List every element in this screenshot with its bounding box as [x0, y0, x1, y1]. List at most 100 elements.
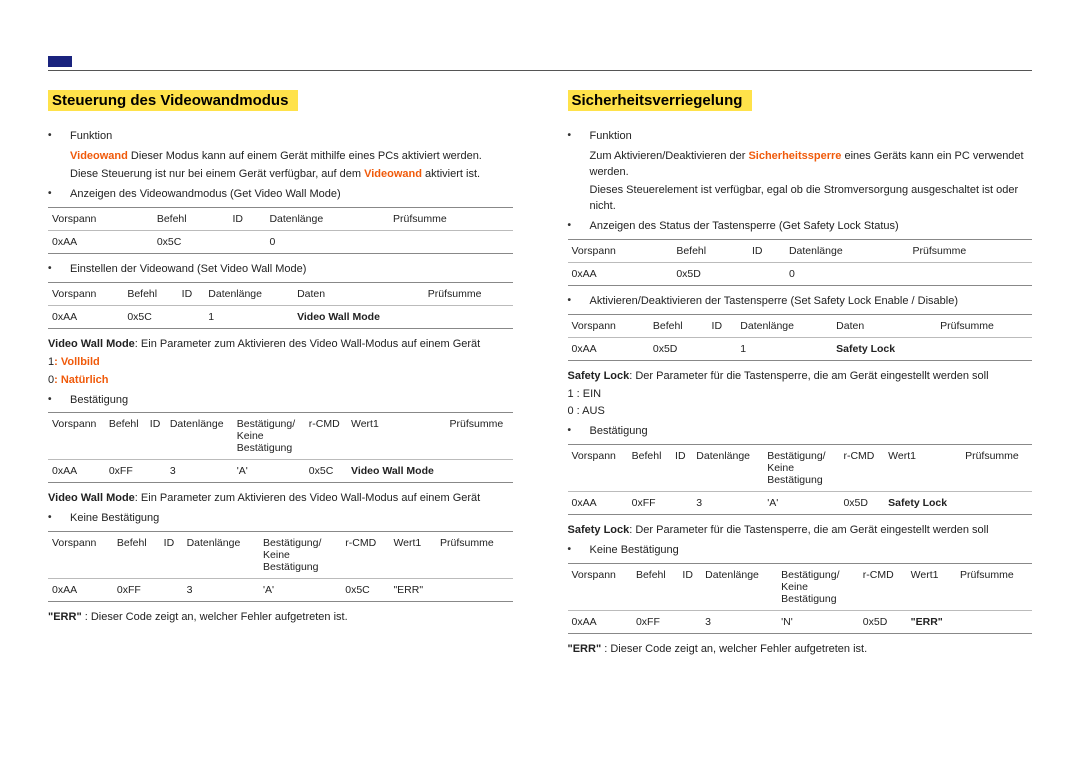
td: "ERR" [389, 579, 436, 602]
param: Safety Lock: Der Parameter für die Taste… [568, 369, 1033, 385]
o: : Vollbild [54, 356, 100, 368]
td [908, 262, 1032, 285]
td: 0x5C [123, 305, 177, 328]
th: Daten [293, 282, 424, 305]
td: 1 [204, 305, 293, 328]
td [678, 611, 701, 634]
func-text: Zum Aktivieren/Deaktivieren der Sicherhe… [590, 149, 1033, 181]
td: 'A' [259, 579, 341, 602]
th: Befehl [649, 314, 708, 337]
nak-label: Keine Bestätigung [590, 543, 1033, 559]
col-left: Steuerung des Videowandmodus • Funktion … [48, 90, 513, 660]
get-label: Anzeigen des Status der Tastensperre (Ge… [590, 219, 1033, 235]
td [178, 305, 205, 328]
th: Befehl [113, 532, 160, 579]
th: Datenlänge [265, 207, 389, 230]
th: Datenlänge [183, 532, 259, 579]
th: ID [160, 532, 183, 579]
td: 0xAA [568, 337, 649, 360]
table-r1: Vorspann Befehl ID Datenlänge Prüfsumme … [568, 239, 1033, 286]
td [748, 262, 785, 285]
b: Safety Lock [568, 524, 630, 536]
th: Daten [832, 314, 936, 337]
th: Bestätigung/ Keine Bestätigung [233, 413, 305, 460]
th: r-CMD [839, 445, 884, 492]
table-r2: Vorspann Befehl ID Datenlänge Daten Prüf… [568, 314, 1033, 361]
td [424, 305, 513, 328]
th: Befehl [123, 282, 177, 305]
err: "ERR" : Dieser Code zeigt an, welcher Fe… [48, 610, 513, 626]
param2: Video Wall Mode: Ein Parameter zum Aktiv… [48, 491, 513, 507]
func-label: Funktion [70, 129, 513, 145]
td: 0xFF [628, 492, 671, 515]
heading-right: Sicherheitsverriegelung [568, 90, 753, 111]
td: 0xFF [113, 579, 160, 602]
th: Vorspann [48, 413, 105, 460]
td: 0xAA [48, 305, 123, 328]
t: : Dieser Code zeigt an, welcher Fehler a… [604, 643, 867, 655]
header-accent [48, 56, 72, 67]
th: Wert1 [389, 532, 436, 579]
td [671, 492, 692, 515]
videowand2: Videowand [364, 168, 422, 180]
td: 0xFF [105, 460, 146, 483]
th: Vorspann [568, 445, 628, 492]
bullet: • [568, 219, 590, 235]
o: : Natürlich [54, 374, 108, 386]
td: 3 [183, 579, 259, 602]
th: Bestätigung/ Keine Bestätigung [259, 532, 341, 579]
th: ID [748, 239, 785, 262]
nak-row: • Keine Bestätigung [48, 511, 513, 527]
table-l2: Vorspann Befehl ID Datenlänge Daten Prüf… [48, 282, 513, 329]
td: 0xFF [632, 611, 678, 634]
td [936, 337, 1032, 360]
th: Datenlänge [692, 445, 763, 492]
opt: 1 : EIN [568, 387, 1033, 403]
td: 0x5C [305, 460, 347, 483]
header-rule [48, 70, 1032, 71]
func-text: Videowand Dieser Modus kann auf einem Ge… [70, 149, 513, 165]
th: r-CMD [305, 413, 347, 460]
td: 0 [785, 262, 909, 285]
t: Zum Aktivieren/Deaktivieren der [590, 150, 749, 162]
t: : Der Parameter für die Tastensperre, di… [629, 370, 988, 382]
set-row: • Aktivieren/Deaktivieren der Tastensper… [568, 294, 1033, 310]
set-label: Einstellen der Videowand (Set Video Wall… [70, 262, 513, 278]
td: Safety Lock [884, 492, 961, 515]
td: 'N' [777, 611, 859, 634]
page: Steuerung des Videowandmodus • Funktion … [0, 0, 1080, 700]
th: Wert1 [347, 413, 446, 460]
th: ID [678, 564, 701, 611]
nak-label: Keine Bestätigung [70, 511, 513, 527]
th: Prüfsumme [961, 445, 1032, 492]
th: Prüfsumme [446, 413, 513, 460]
td [146, 460, 166, 483]
th: Bestätigung/ Keine Bestätigung [763, 445, 839, 492]
bullet: • [48, 393, 70, 409]
get-label: Anzeigen des Videowandmodus (Get Video W… [70, 187, 513, 203]
ack-row: • Bestätigung [48, 393, 513, 409]
set-label: Aktivieren/Deaktivieren der Tastensperre… [590, 294, 1033, 310]
t: : Ein Parameter zum Aktivieren des Video… [135, 492, 480, 504]
b: "ERR" [48, 611, 85, 623]
td: 3 [166, 460, 233, 483]
sperre: Sicherheitssperre [748, 150, 841, 162]
table-l3: Vorspann Befehl ID Datenlänge Bestätigun… [48, 412, 513, 483]
td [708, 337, 737, 360]
th: Prüfsumme [908, 239, 1032, 262]
td: 1 [736, 337, 832, 360]
th: Datenlänge [785, 239, 909, 262]
td [389, 230, 513, 253]
th: r-CMD [341, 532, 389, 579]
func-text2: Diese Steuerung ist nur bei einem Gerät … [70, 167, 513, 183]
opt: 0 : AUS [568, 404, 1033, 420]
td: 0xAA [48, 579, 113, 602]
th: Befehl [105, 413, 146, 460]
table-r3: Vorspann Befehl ID Datenlänge Bestätigun… [568, 444, 1033, 515]
th: ID [671, 445, 692, 492]
th: Datenlänge [736, 314, 832, 337]
th: Wert1 [884, 445, 961, 492]
opt: 1: Vollbild [48, 355, 513, 371]
td: 0xAA [48, 230, 153, 253]
td: 0xAA [568, 492, 628, 515]
